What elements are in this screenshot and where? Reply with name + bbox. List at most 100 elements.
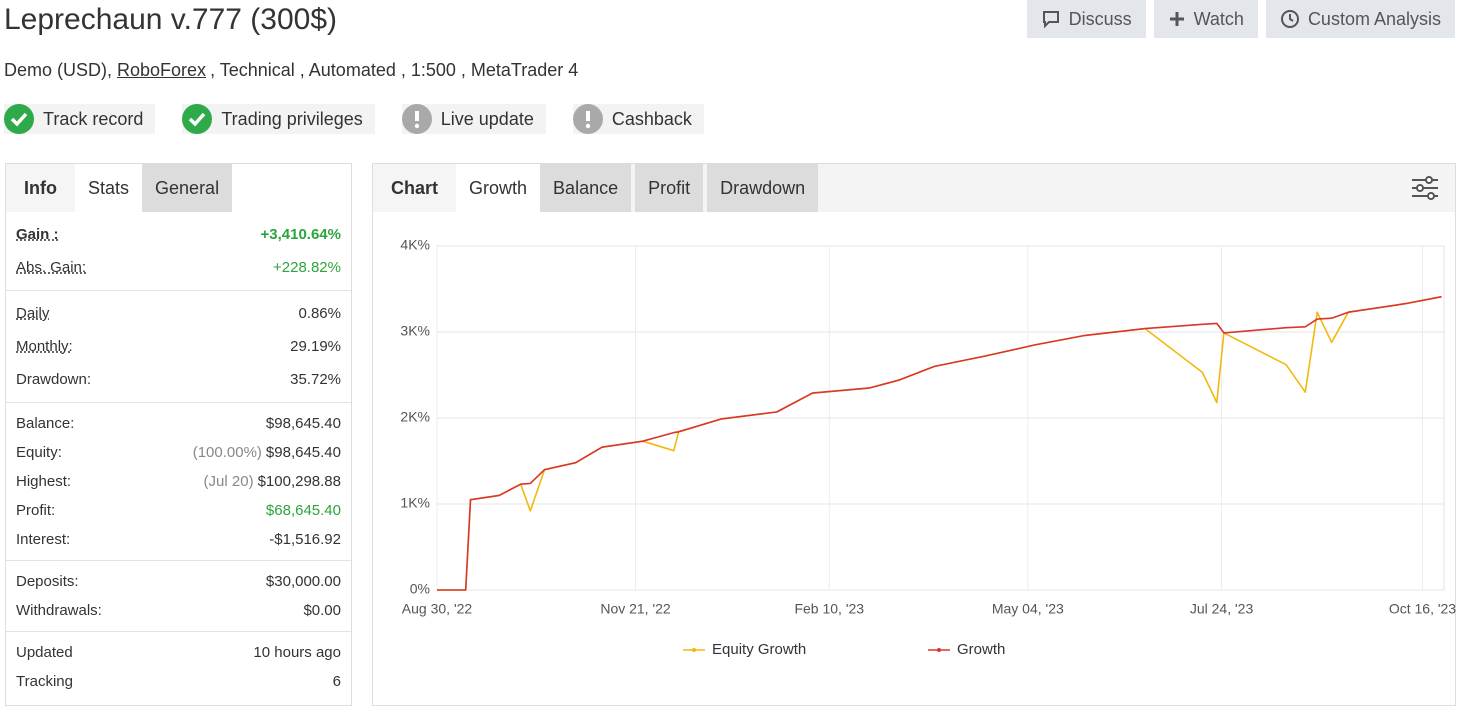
watch-button[interactable]: Watch <box>1153 0 1258 38</box>
badge-label: Trading privileges <box>221 108 363 129</box>
stats-label: Equity: <box>16 444 62 461</box>
stats-row: Withdrawals: $0.00 <box>16 596 341 625</box>
badge: Live update <box>401 104 546 134</box>
stats-value: -$1,516.92 <box>269 531 341 548</box>
stats-row: Interest: -$1,516.92 <box>16 525 341 554</box>
badge: Track record <box>4 104 156 134</box>
stats-value-wrap: 0.86% <box>298 305 341 322</box>
stats-value-wrap: +228.82% <box>273 259 341 276</box>
stats-label: Updated <box>16 644 73 661</box>
stats-label: Withdrawals: <box>16 602 102 619</box>
custom-analysis-button[interactable]: Custom Analysis <box>1265 0 1455 38</box>
stats-row: Highest: (Jul 20) $100,298.88 <box>16 467 341 496</box>
tab[interactable]: Balance <box>540 164 632 212</box>
stats-row: Monthly: 29.19% <box>16 330 341 363</box>
stats-value-wrap: 10 hours ago <box>253 644 341 661</box>
badge-label: Track record <box>43 108 144 129</box>
stats-label: Highest: <box>16 473 72 490</box>
tab[interactable]: Drawdown <box>707 164 819 212</box>
stats-value-wrap: 29.19% <box>290 338 341 355</box>
stats-value: $30,000.00 <box>265 573 341 590</box>
stats-value: $0.00 <box>303 602 341 619</box>
stats-group: Updated 10 hours ago Tracking 6 <box>6 632 351 702</box>
tab[interactable]: General <box>142 164 233 212</box>
stats-row: Drawdown: 35.72% <box>16 363 341 396</box>
detail-text: , Technical , Automated , 1:500 , MetaTr… <box>210 60 579 80</box>
stats-row: Deposits: $30,000.00 <box>16 567 341 596</box>
stats-value: 0.86% <box>298 305 341 322</box>
stats-row: Profit: $68,645.40 <box>16 496 341 525</box>
stats-value-wrap: 6 <box>333 673 341 690</box>
stats-row: Tracking 6 <box>16 667 341 696</box>
stats-value-wrap: $30,000.00 <box>266 573 341 590</box>
stats-group: Balance: $98,645.40 Equity: (100.00%) $98,64… <box>6 403 351 561</box>
badges: Track record Trading privileges Live updat… <box>4 104 704 134</box>
stats-label: Interest: <box>16 531 71 548</box>
stats-value: +228.82% <box>273 259 341 276</box>
chart-tabs: Chart Growth Balance Profit Drawdown <box>373 164 1455 212</box>
stats-value-wrap: $68,645.40 <box>266 502 341 519</box>
button-label: Watch <box>1193 8 1244 29</box>
button-label: Discuss <box>1068 8 1132 29</box>
tab[interactable]: Profit <box>635 164 704 212</box>
stats-tabs: Info Stats General <box>6 164 351 212</box>
stats-value-wrap: $0.00 <box>303 602 341 619</box>
stats-value-wrap: (100.00%) $98,645.40 <box>193 444 341 461</box>
warning-icon <box>572 104 603 134</box>
detail-text: Demo (USD), <box>4 60 113 80</box>
stats-row: Daily 0.86% <box>16 297 341 330</box>
stats-value: 6 <box>332 673 341 690</box>
stats-label: Balance: <box>16 415 75 432</box>
stats-value: $100,298.88 <box>257 473 341 490</box>
stats-label: Gain : <box>16 226 59 243</box>
stats-value: 35.72% <box>290 371 341 388</box>
stats-value-wrap: $98,645.40 <box>266 415 341 432</box>
stats-group: Deposits: $30,000.00 Withdrawals: $0.00 <box>6 561 351 632</box>
stats-body: Gain : +3,410.64% Abs. Gain: +228.82% Daily 0… <box>6 212 351 702</box>
account-details: Demo (USD), RoboForex , Technical , Auto… <box>4 58 578 82</box>
badge: Cashback <box>572 104 704 134</box>
warning-icon <box>401 104 432 134</box>
stats-note: (100.00%) <box>192 444 262 461</box>
tab[interactable]: Stats <box>75 164 143 212</box>
page-title: Leprechaun v.777 (300$) <box>4 3 338 36</box>
broker-link[interactable]: RoboForex <box>117 60 207 80</box>
stats-value: +3,410.64% <box>260 226 342 243</box>
stats-value-wrap: 35.72% <box>290 371 341 388</box>
tab[interactable]: Chart <box>373 164 457 212</box>
stats-label: Daily <box>16 305 50 322</box>
stats-note: (Jul 20) <box>203 473 254 490</box>
chart-panel: Chart Growth Balance Profit Drawdown <box>372 163 1456 706</box>
stats-value: $68,645.40 <box>265 502 341 519</box>
stats-label: Monthly: <box>16 338 73 355</box>
stats-value-wrap: (Jul 20) $100,298.88 <box>204 473 341 490</box>
actions: Discuss Watch Custom Analysis <box>1026 0 1455 38</box>
stats-row: Gain : +3,410.64% <box>16 218 341 251</box>
stats-label: Abs. Gain: <box>16 259 87 276</box>
tab[interactable]: Growth <box>456 164 541 212</box>
stats-panel: Info Stats General Gain : +3,410.64% Abs. Ga… <box>5 163 352 706</box>
settings-icon[interactable] <box>1411 175 1439 201</box>
stats-label: Drawdown: <box>16 371 92 388</box>
stats-label: Tracking <box>16 673 73 690</box>
stats-value: 10 hours ago <box>253 644 341 661</box>
discuss-button[interactable]: Discuss <box>1026 0 1146 38</box>
stats-value-wrap: -$1,516.92 <box>269 531 341 548</box>
stats-value-wrap: +3,410.64% <box>261 226 342 243</box>
badge-label: Cashback <box>611 108 692 129</box>
clock-icon <box>1280 10 1299 28</box>
stats-row: Abs. Gain: +228.82% <box>16 251 341 284</box>
button-label: Custom Analysis <box>1307 8 1441 29</box>
stats-label: Profit: <box>16 502 56 519</box>
stats-row: Balance: $98,645.40 <box>16 409 341 438</box>
badge: Trading privileges <box>182 104 375 134</box>
tab[interactable]: Info <box>6 164 75 212</box>
stats-group: Daily 0.86% Monthly: 29.19% Drawdown: 35.72% <box>6 291 351 403</box>
stats-group: Gain : +3,410.64% Abs. Gain: +228.82% <box>6 212 351 291</box>
stats-value: $98,645.40 <box>265 415 341 432</box>
check-icon <box>4 104 34 134</box>
plus-icon <box>1169 12 1184 26</box>
stats-value: $98,645.40 <box>265 444 341 461</box>
check-icon <box>182 104 213 134</box>
